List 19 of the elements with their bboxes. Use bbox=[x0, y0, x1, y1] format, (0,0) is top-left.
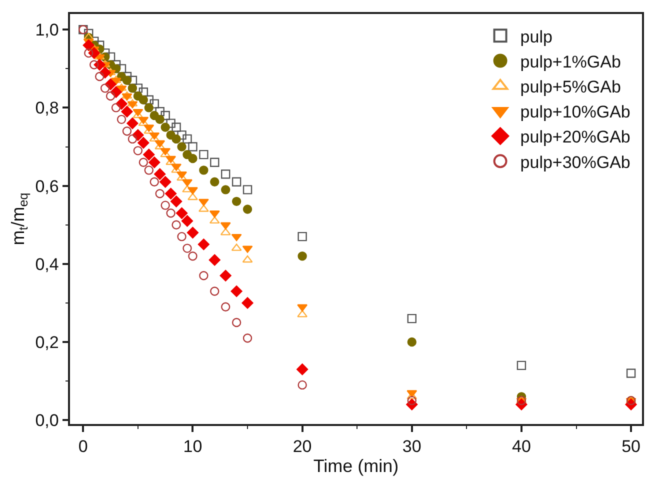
x-tick-label: 30 bbox=[402, 437, 422, 456]
legend-label: pulp bbox=[520, 27, 552, 46]
legend-label: pulp+30%GAb bbox=[520, 152, 630, 172]
legend-label: pulp+10%GAb bbox=[520, 102, 630, 122]
y-tick-label: 0,8 bbox=[35, 98, 59, 118]
y-tick-label: 0,6 bbox=[35, 176, 59, 196]
y-tick-label: 0,4 bbox=[35, 254, 59, 274]
legend-label: pulp+20%GAb bbox=[520, 128, 630, 147]
x-tick-label: 50 bbox=[622, 437, 640, 456]
x-axis-title: Time (min) bbox=[313, 456, 399, 476]
y-tick-label: 1,0 bbox=[35, 20, 59, 40]
x-tick-label: 40 bbox=[512, 437, 531, 456]
y-tick-label: 0,2 bbox=[35, 332, 59, 352]
y-tick-label: 0,0 bbox=[35, 411, 59, 430]
x-tick-label: 10 bbox=[183, 437, 202, 456]
legend-label: pulp+5%GAb bbox=[520, 77, 621, 96]
legend-label: pulp+1%GAb bbox=[520, 52, 621, 72]
x-tick-label: 0 bbox=[78, 437, 88, 456]
x-tick-label: 20 bbox=[292, 437, 312, 456]
